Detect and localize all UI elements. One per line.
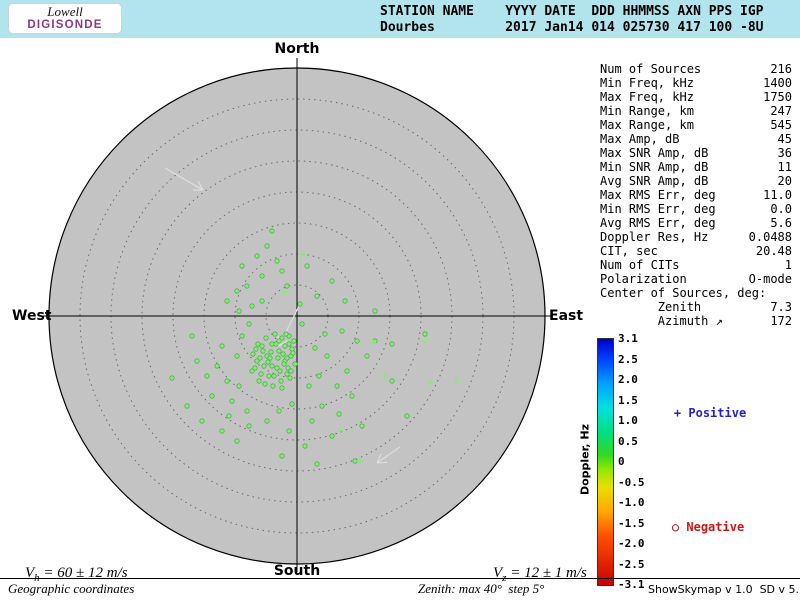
logo-digisonde-text: DIGISONDE [27,19,103,31]
stats-row: Avg SNR Amp, dB 20 [600,174,792,188]
vh-symbol: V [25,565,35,581]
stats-row: Center of Sources, deg: [600,286,767,300]
colorbar-tick: -2.5 [618,557,645,571]
colorbar-tick: 1.5 [618,393,638,407]
stats-row: Doppler Res, Hz 0.0488 [600,230,792,244]
colorbar-tick: -0.5 [618,475,645,489]
stats-row: Min SNR Amp, dB 11 [600,160,792,174]
colorbar-tick: -1.5 [618,516,645,530]
stats-row: Min Range, km 247 [600,104,792,118]
doppler-colorbar [597,338,614,586]
colorbar-tick: 3.1 [618,332,638,345]
header-station-values: Dourbes 2017 Jan14 014 025730 417 100 -8… [380,20,764,35]
colorbar-tick: -2.0 [618,537,645,550]
lowell-digisonde-logo: Lowell DIGISONDE [8,3,122,34]
stats-row: Max Range, km 545 [600,118,792,132]
compass-south-label: South [273,563,321,579]
plus-marker-icon: + [673,406,682,420]
compass-east-label: East [549,308,584,324]
colorbar-tick: -1.0 [618,496,645,509]
vz-value: = 12 ± 1 m/s [506,565,587,581]
logo-lowell-text: Lowell [47,4,83,19]
stats-panel: Num of Sources 216 Min Freq, kHz 1400 Max Fr… [600,62,792,328]
compass-west-label: West [12,308,52,324]
stats-row: Max RMS Err, deg 11.0 [600,188,792,202]
colorbar-tick-labels: 3.1 2.5 2.0 1.5 1.0 0.5 0 -0.5 -1.0 -1.5 -2.0 -2.5 -… [618,332,660,591]
colorbar-tick: 1.0 [618,414,638,427]
colorbar-tick: 0.5 [618,434,638,448]
circle-marker-icon: ○ [671,520,680,534]
stats-row: CIT, sec 20.48 [600,244,792,258]
skymap-plot [43,58,551,572]
vh-value: = 60 ± 12 m/s [39,565,128,581]
negative-doppler-legend: ○ Negative [643,506,744,548]
negative-legend-label: Negative [679,520,745,534]
stats-row: Zenith 7.3 [600,300,792,314]
stats-row: Max SNR Amp, dB 36 [600,146,792,160]
stats-row: Min RMS Err, deg 0.0 [600,202,792,216]
header-bar: Lowell DIGISONDE STATION NAME YYYY DATE … [0,0,800,38]
stats-row: Max Freq, kHz 1750 [600,90,792,104]
compass-north-label: North [274,41,320,57]
vz-symbol: V [493,565,503,581]
stats-row: Num of Sources 216 [600,62,792,76]
colorbar-tick: 2.0 [618,373,638,386]
positive-doppler-legend: + Positive [645,392,746,434]
vertical-velocity-readout: Vz = 12 ± 1 m/s [478,548,587,600]
positive-legend-label: Positive [681,406,747,420]
zenith-scale-label: Zenith: max 40° step 5° [418,581,545,596]
stats-row: Azimuth ↗ 172 [600,314,792,328]
header-column-titles: STATION NAME YYYY DATE DDD HHMMSS AXN PP… [380,4,764,19]
colorbar-tick: -3.1 [618,578,645,591]
colorbar-tick: 0 [618,455,625,468]
stats-row: Num of CITs 1 [600,258,792,272]
stats-row: Avg RMS Err, deg 5.6 [600,216,792,230]
coordinate-system-label: Geographic coordinates [8,581,135,596]
colorbar-axis-label: Doppler, Hz [578,423,592,496]
stats-row: Min Freq, kHz 1400 [600,76,792,90]
horizontal-velocity-readout: Vh = 60 ± 12 m/s [10,548,128,600]
stats-row: Polarization O-mode [600,272,792,286]
software-version-label: ShowSkymap v 1.0 SD v 5.1 [648,583,800,596]
stats-row: Max Amp, dB 45 [600,132,792,146]
colorbar-tick: 2.5 [618,352,638,366]
footer-divider [0,578,800,579]
